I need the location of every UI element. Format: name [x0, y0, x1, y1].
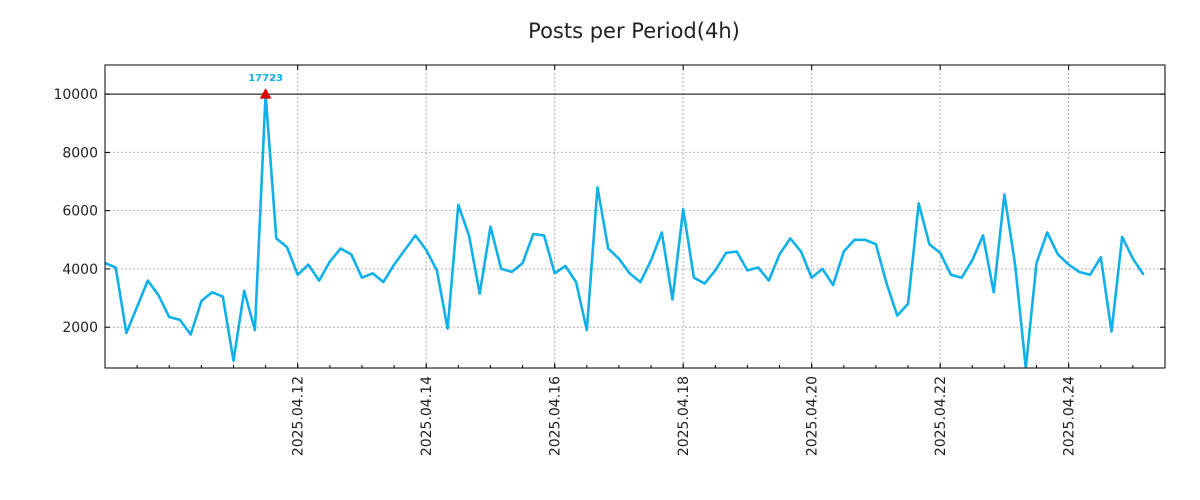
peak-layer: 17723: [248, 73, 283, 99]
y-tick-label: 6000: [62, 204, 98, 220]
tick-marks: [104, 65, 1166, 368]
peak-marker-icon: [259, 88, 272, 99]
grid: [105, 65, 1165, 368]
x-tick-label: 2025.04.14: [419, 376, 435, 456]
x-tick-labels: 2025.04.12 2025.04.14 2025.04.16 2025.04.18…: [291, 376, 1078, 456]
y-tick-label: 2000: [62, 320, 98, 336]
plot-frame: [104, 64, 1166, 369]
peak-label: 17723: [248, 73, 283, 84]
x-tick-label: 2025.04.20: [805, 376, 821, 456]
x-tick-label: 2025.04.22: [933, 376, 949, 456]
x-tick-label: 2025.04.18: [676, 376, 692, 456]
x-tick-label: 2025.04.12: [291, 376, 307, 456]
y-tick-labels: 2000 4000 6000 8000 10000: [53, 87, 98, 336]
series-line-posts: [105, 92, 1145, 368]
y-tick-label: 4000: [62, 262, 98, 278]
y-tick-label: 8000: [62, 145, 98, 161]
chart-title: Posts per Period(4h): [528, 19, 740, 43]
x-tick-label: 2025.04.24: [1062, 376, 1078, 456]
series-layer: [105, 92, 1145, 368]
y-tick-label: 10000: [53, 87, 98, 103]
x-tick-label: 2025.04.16: [548, 376, 564, 456]
